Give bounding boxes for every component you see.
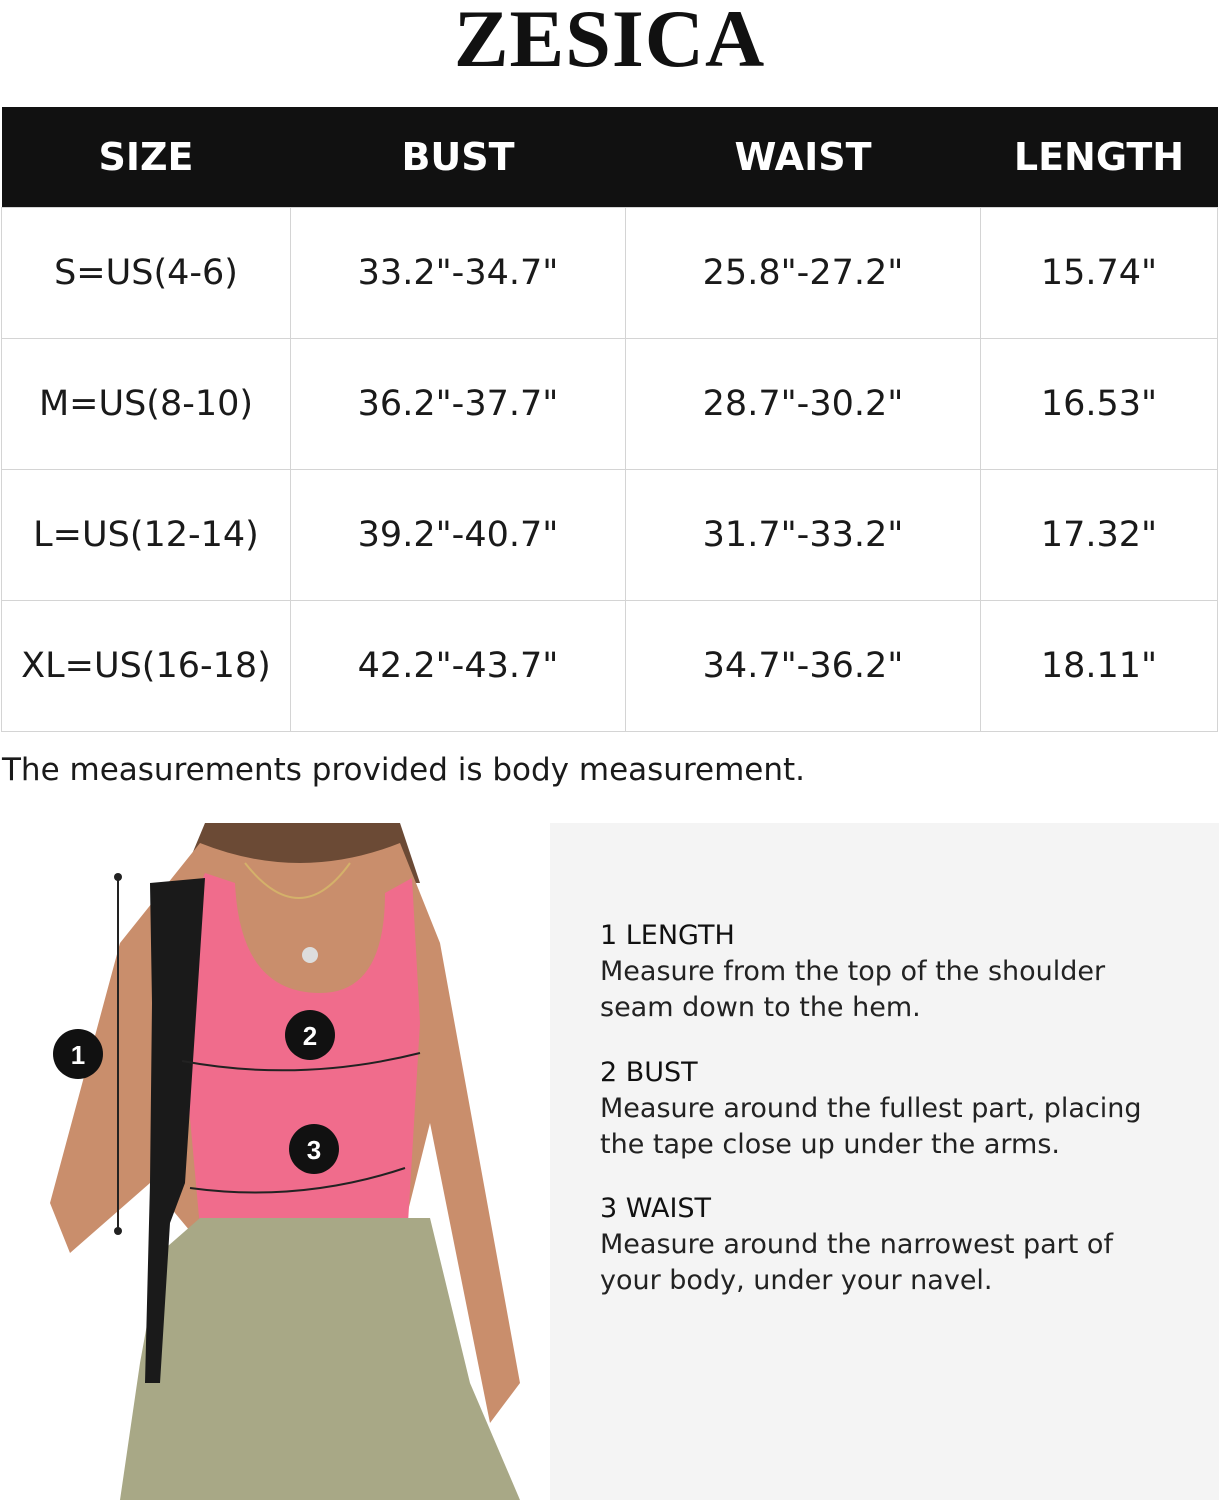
svg-text:1: 1	[71, 1040, 85, 1070]
table-header-row: SIZE BUST WAIST LENGTH	[1, 107, 1218, 208]
bust-cell: 39.2"-40.7"	[290, 469, 626, 601]
size-cell: L=US(12-14)	[1, 469, 291, 601]
guide-line: Measure from the top of the shoulder	[600, 956, 1106, 987]
guide-title: 3 WAIST	[600, 1193, 712, 1224]
header-waist: WAIST	[625, 107, 981, 208]
guide-line: Measure around the fullest part, placing	[600, 1093, 1142, 1124]
guide-title: 2 BUST	[600, 1057, 698, 1088]
size-cell: XL=US(16-18)	[1, 600, 291, 732]
length-cell: 16.53"	[980, 338, 1218, 470]
guide-line: seam down to the hem.	[600, 992, 921, 1023]
guide-title: 1 LENGTH	[600, 920, 735, 951]
length-cell: 17.32"	[980, 469, 1218, 601]
guide-line: Measure around the narrowest part of	[600, 1229, 1113, 1260]
khaki-pants	[120, 1218, 520, 1500]
waist-cell: 31.7"-33.2"	[625, 469, 981, 601]
waist-cell: 25.8"-27.2"	[625, 207, 981, 339]
guide-line: your body, under your navel.	[600, 1265, 993, 1296]
waist-cell: 28.7"-30.2"	[625, 338, 981, 470]
marker-3: 3	[289, 1124, 339, 1174]
length-cell: 15.74"	[980, 207, 1218, 339]
model-photo: 1 2 3	[0, 823, 550, 1500]
bust-cell: 33.2"-34.7"	[290, 207, 626, 339]
length-cell: 18.11"	[980, 600, 1218, 732]
waist-cell: 34.7"-36.2"	[625, 600, 981, 732]
marker-2: 2	[285, 1010, 335, 1060]
size-chart-table: SIZE BUST WAIST LENGTH S=US(4-6) 33.2"-34…	[1, 107, 1218, 732]
guide-line: the tape close up under the arms.	[600, 1129, 1060, 1160]
svg-text:2: 2	[303, 1021, 317, 1051]
bust-cell: 36.2"-37.7"	[290, 338, 626, 470]
svg-text:3: 3	[307, 1135, 321, 1165]
header-length: LENGTH	[980, 107, 1218, 208]
bag-strap	[145, 878, 205, 1383]
brand-logo: ZESICA	[453, 0, 766, 84]
marker-1: 1	[53, 1029, 103, 1079]
header-size: SIZE	[1, 107, 291, 208]
table-row: S=US(4-6) 33.2"-34.7" 25.8"-27.2" 15.74"	[1, 207, 1218, 339]
size-cell: S=US(4-6)	[1, 207, 291, 339]
measurement-note: The measurements provided is body measur…	[2, 752, 806, 788]
guide-bust: 2 BUST Measure around the fullest part, …	[600, 1055, 1142, 1163]
measurement-guide-panel: 1 LENGTH Measure from the top of the sho…	[550, 823, 1219, 1500]
table-row: L=US(12-14) 39.2"-40.7" 31.7"-33.2" 17.32"	[1, 469, 1218, 601]
bust-cell: 42.2"-43.7"	[290, 600, 626, 732]
header-bust: BUST	[290, 107, 626, 208]
table-row: XL=US(16-18) 42.2"-43.7" 34.7"-36.2" 18.11"	[1, 600, 1218, 732]
table-row: M=US(8-10) 36.2"-37.7" 28.7"-30.2" 16.53"	[1, 338, 1218, 470]
guide-length: 1 LENGTH Measure from the top of the sho…	[600, 918, 1105, 1026]
size-cell: M=US(8-10)	[1, 338, 291, 470]
guide-waist: 3 WAIST Measure around the narrowest par…	[600, 1191, 1113, 1299]
